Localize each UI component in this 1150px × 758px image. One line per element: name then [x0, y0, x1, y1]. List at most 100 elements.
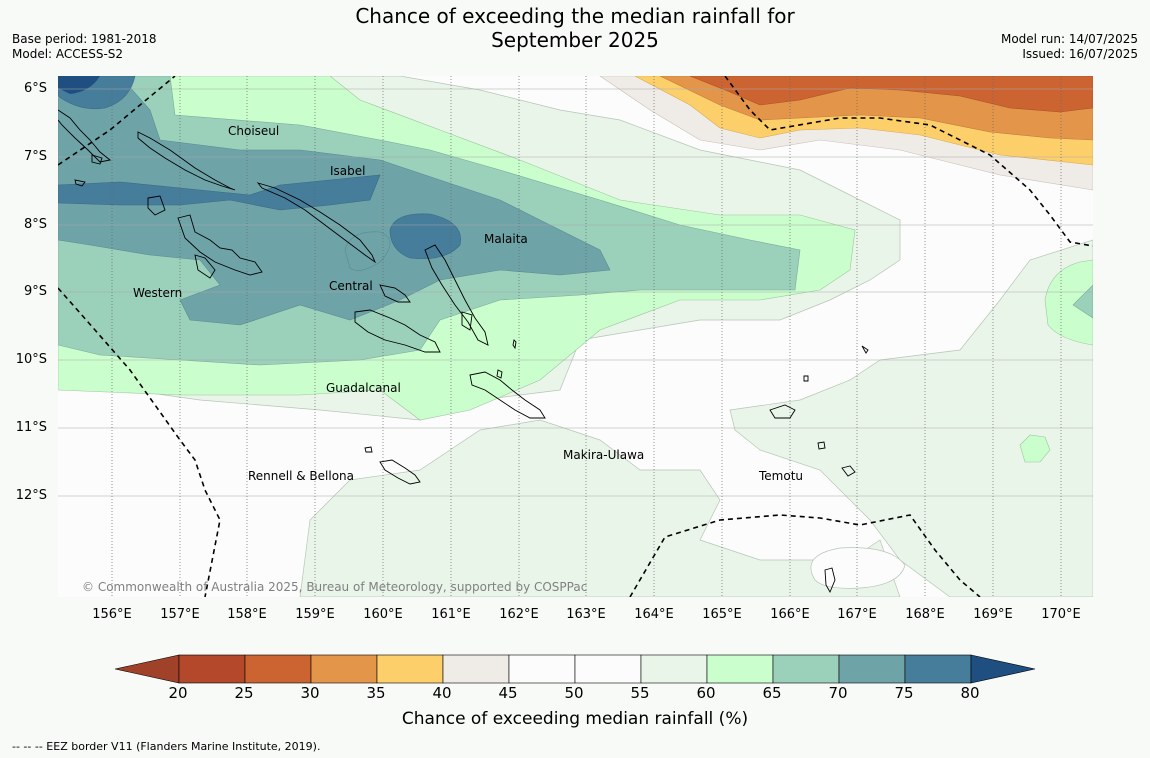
eez-border	[58, 76, 1093, 597]
contour-60-65-east	[1044, 259, 1093, 346]
lat-label-7s: 7°S	[23, 149, 47, 164]
island-ontong	[861, 345, 869, 354]
metadata-left: Base period: 1981-2018 Model: ACCESS-S2	[12, 32, 157, 62]
island-choiseul	[137, 131, 236, 191]
island-guadalcanal	[354, 309, 441, 353]
island-florida	[379, 284, 411, 303]
lon-label-165e: 165°E	[702, 607, 742, 622]
lon-label-168e: 168°E	[905, 607, 945, 622]
chart-title: Chance of exceeding the median rainfall …	[0, 4, 1150, 52]
rainfall-map: Choiseul Isabel Malaita Western Central …	[58, 76, 1093, 597]
island-utupua	[817, 441, 826, 450]
island-vanikoro	[841, 465, 856, 477]
island-santa-cruz	[769, 404, 796, 419]
lon-label-164e: 164°E	[634, 607, 674, 622]
lon-label-170e: 170°E	[1041, 607, 1081, 622]
colorbar-tick-75: 75	[894, 684, 914, 702]
colorbar-segment-70-75	[838, 654, 906, 684]
island-tikopia	[824, 567, 836, 594]
lat-label-8s: 8°S	[23, 217, 47, 232]
region-label-malaita: Malaita	[484, 232, 528, 246]
contour-25-30	[689, 76, 1093, 113]
colorbar-tick-30: 30	[300, 684, 320, 702]
model-name: Model: ACCESS-S2	[12, 47, 124, 61]
lon-label-156e: 156°E	[92, 607, 132, 622]
island-shortland	[74, 179, 86, 187]
colorbar-segment-40-45	[442, 654, 510, 684]
lat-label-12s: 12°S	[15, 488, 47, 503]
region-label-rennell-bellona: Rennell & Bellona	[248, 469, 354, 483]
lat-label-9s: 9°S	[23, 284, 47, 299]
region-label-guadalcanal: Guadalcanal	[326, 381, 401, 395]
colorbar-segment-50-55	[574, 654, 642, 684]
island-rennell	[379, 459, 421, 485]
coastlines	[58, 109, 869, 594]
lon-label-159e: 159°E	[295, 607, 335, 622]
title-line-1: Chance of exceeding the median rainfall …	[355, 4, 795, 28]
region-label-makira-ulawa: Makira-Ulawa	[563, 448, 644, 462]
colorbar-tick-60: 60	[696, 684, 716, 702]
lon-label-160e: 160°E	[363, 607, 403, 622]
copyright-notice: © Commonwealth of Australia 2025, Bureau…	[82, 580, 588, 594]
island-fauro	[91, 154, 103, 165]
island-ulawa	[496, 369, 503, 379]
colorbar-tick-35: 35	[366, 684, 386, 702]
island-malaita	[424, 244, 489, 346]
island-ranongga	[194, 254, 216, 279]
issued-date: Issued: 16/07/2025	[1022, 47, 1138, 61]
colorbar-segment-35-40	[376, 654, 444, 684]
colorbar-tick-70: 70	[828, 684, 848, 702]
contour-75-80-west	[58, 174, 381, 211]
latitude-gridlines	[58, 88, 1093, 497]
colorbar	[114, 654, 1036, 684]
colorbar-tick-80: 80	[960, 684, 980, 702]
colorbar-tick-40: 40	[432, 684, 452, 702]
lat-label-11s: 11°S	[15, 420, 47, 435]
colorbar-segment-55-60	[640, 654, 708, 684]
colorbar-segment-30-35	[310, 654, 378, 684]
base-period: Base period: 1981-2018	[12, 32, 157, 46]
island-bellona	[364, 446, 373, 453]
colorbar-under-arrow	[114, 654, 180, 684]
colorbar-segment-25-30	[244, 654, 312, 684]
colorbar-segment-45-50	[508, 654, 576, 684]
lon-label-162e: 162°E	[499, 607, 539, 622]
colorbar-tick-55: 55	[630, 684, 650, 702]
colorbar-tick-65: 65	[762, 684, 782, 702]
colorbar-tick-50: 50	[564, 684, 584, 702]
lon-label-161e: 161°E	[431, 607, 471, 622]
colorbar-tick-25: 25	[234, 684, 254, 702]
region-label-central: Central	[329, 279, 373, 293]
lon-label-158e: 158°E	[227, 607, 267, 622]
island-vella	[147, 195, 166, 216]
colorbar-label: Chance of exceeding median rainfall (%)	[401, 709, 749, 729]
region-label-temotu: Temotu	[758, 469, 803, 483]
island-makira	[469, 371, 546, 419]
lat-label-10s: 10°S	[15, 352, 47, 367]
colorbar-segment-65-70	[772, 654, 840, 684]
island-sikaiana	[512, 339, 517, 350]
colorbar-segment-20-25	[178, 654, 246, 684]
title-line-2: September 2025	[491, 28, 659, 52]
colorbar-tick-20: 20	[168, 684, 188, 702]
lon-label-166e: 166°E	[770, 607, 810, 622]
metadata-right: Model run: 14/07/2025 Issued: 16/07/2025	[1001, 32, 1138, 62]
eez-footnote: -- -- -- EEZ border V11 (Flanders Marine…	[12, 740, 321, 753]
island-reef	[803, 375, 809, 382]
model-run: Model run: 14/07/2025	[1000, 32, 1138, 46]
region-label-isabel: Isabel	[330, 164, 365, 178]
colorbar-over-arrow	[970, 654, 1036, 684]
contour-60-65-blob	[1019, 434, 1051, 463]
region-label-choiseul: Choiseul	[228, 124, 279, 138]
contour-above-80	[58, 76, 100, 94]
island-small-malaita	[461, 311, 473, 331]
contour-70-75-isle	[344, 231, 391, 271]
colorbar-segment-60-65	[706, 654, 774, 684]
colorbar-tick-45: 45	[498, 684, 518, 702]
colorbar-segment-75-80	[904, 654, 972, 684]
region-label-western: Western	[133, 286, 182, 300]
island-new-georgia	[177, 214, 263, 276]
contour-65-70-east	[1072, 284, 1093, 319]
colorbar-segments	[178, 654, 972, 684]
lon-label-169e: 169°E	[973, 607, 1013, 622]
